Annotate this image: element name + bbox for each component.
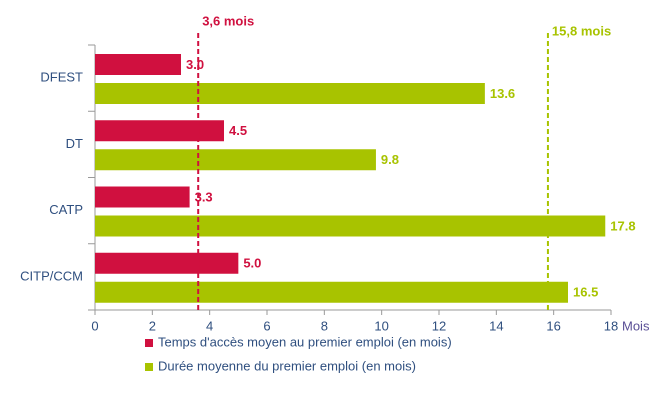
x-tick-label: 14: [489, 318, 503, 333]
x-tick-label: 0: [91, 318, 98, 333]
y-tick-label: DFEST: [40, 70, 83, 85]
x-tick-label: 8: [321, 318, 328, 333]
x-tick-label: 12: [432, 318, 446, 333]
x-tick-label: 16: [546, 318, 560, 333]
x-tick-label: 6: [263, 318, 270, 333]
x-axis-label: Mois: [622, 318, 650, 333]
legend-swatch: [145, 363, 153, 371]
x-tick-label: 4: [206, 318, 213, 333]
x-tick-label: 2: [149, 318, 156, 333]
legend-swatch: [145, 339, 153, 347]
bar: [95, 252, 239, 274]
value-label: 4.5: [229, 123, 247, 138]
value-label: 17.8: [610, 218, 635, 233]
value-label: 13.6: [490, 86, 515, 101]
bar: [95, 54, 181, 75]
value-label: 3.0: [186, 57, 204, 72]
bar: [95, 281, 568, 303]
value-label: 5.0: [243, 256, 261, 271]
reference-label: 3,6 mois: [202, 13, 254, 28]
x-tick-label: 10: [374, 318, 388, 333]
y-tick-label: CITP/CCM: [20, 268, 83, 283]
x-tick-label: 18: [604, 318, 618, 333]
bar: [95, 186, 190, 208]
value-label: 9.8: [381, 152, 399, 167]
reference-label: 15,8 mois: [552, 23, 611, 38]
bar: [95, 120, 224, 142]
value-label: 16.5: [573, 285, 598, 300]
bar: [95, 149, 376, 171]
bar: [95, 83, 485, 104]
legend-label: Temps d'accès moyen au premier emploi (e…: [158, 334, 452, 349]
y-tick-label: DT: [66, 136, 83, 151]
legend-label: Durée moyenne du premier emploi (en mois…: [158, 358, 416, 373]
bar: [95, 215, 606, 237]
y-tick-label: CATP: [49, 202, 83, 217]
